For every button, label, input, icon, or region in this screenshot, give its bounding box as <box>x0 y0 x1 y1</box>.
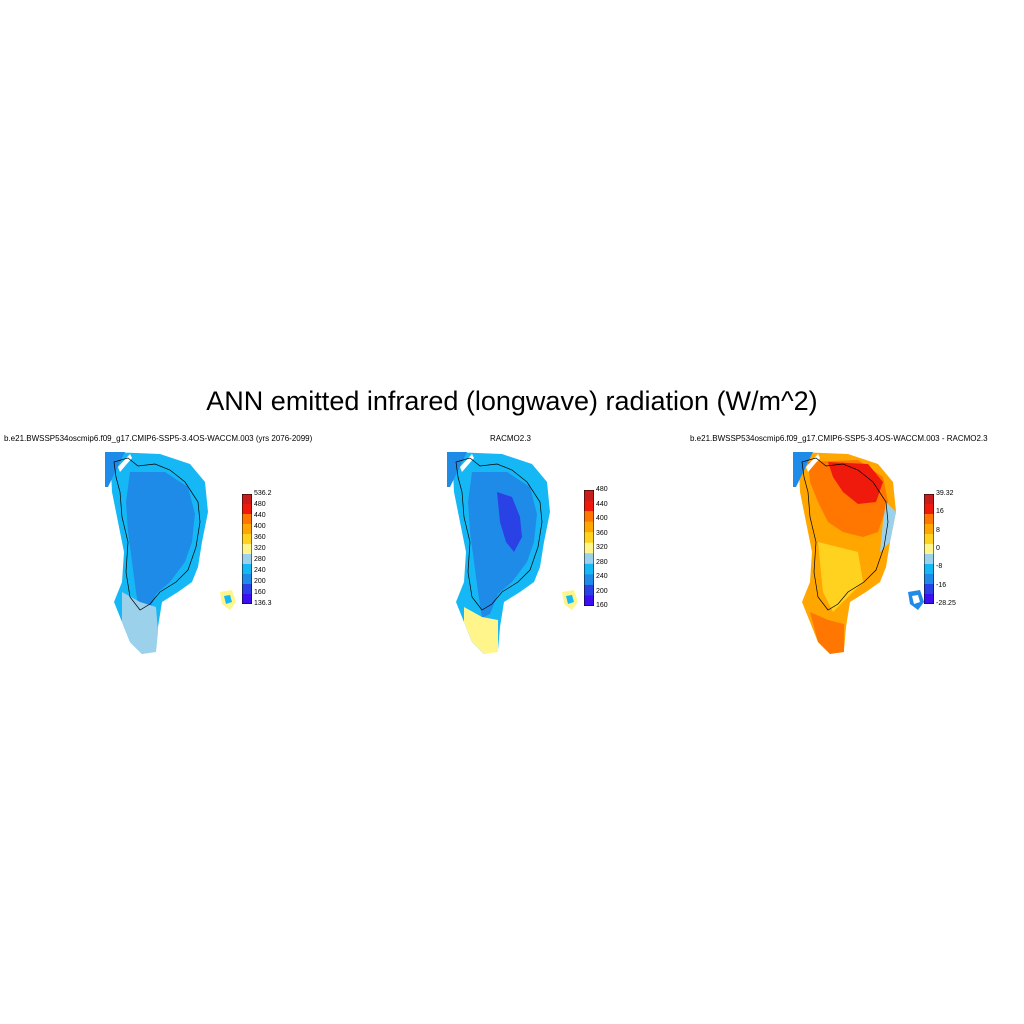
colorbar-segment <box>584 521 594 533</box>
colorbar-segment <box>924 494 934 505</box>
panel-difference: b.e21.BWSSP534oscmip6.f09_g17.CMIP6-SSP5… <box>690 434 1024 664</box>
colorbar-difference <box>924 494 934 604</box>
colorbar-tick-label: 200 <box>254 578 266 585</box>
colorbar-segment <box>584 490 594 502</box>
colorbar-tick-label: 240 <box>596 573 608 580</box>
colorbar-segment <box>242 574 252 585</box>
colorbar-segment <box>242 504 252 515</box>
colorbar-segment <box>584 574 594 586</box>
colorbar-segment <box>924 534 934 545</box>
colorbar-segment <box>584 595 594 606</box>
colorbar-tick-label: 240 <box>254 567 266 574</box>
greenland-map-difference <box>793 452 924 654</box>
colorbar-tick-label: 440 <box>596 500 608 508</box>
colorbar-segment <box>924 514 934 525</box>
colorbar-segment <box>584 553 594 565</box>
colorbar-tick-label: 136.3 <box>254 600 272 607</box>
panel-racmo: RACMO2.3 480 440 400 360 320 280 240 200 160 <box>440 434 608 664</box>
greenland-map-racmo <box>447 452 578 654</box>
colorbar-tick-label: 280 <box>254 556 266 563</box>
colorbar-racmo <box>584 490 594 606</box>
colorbar-segment <box>242 534 252 545</box>
colorbar-tick-label: 0 <box>936 545 940 552</box>
colorbar-tick-label: 400 <box>254 523 266 530</box>
colorbar-segment <box>242 554 252 565</box>
colorbar-segment <box>242 494 252 505</box>
colorbar-tick-label: 360 <box>596 529 608 537</box>
figure-title: ANN emitted infrared (longwave) radiatio… <box>206 386 818 416</box>
colorbar-segment <box>924 524 934 535</box>
panel-model: b.e21.BWSSP534oscmip6.f09_g17.CMIP6-SSP5… <box>0 434 340 664</box>
colorbar-segment <box>924 554 934 565</box>
colorbar-segment <box>584 511 594 523</box>
colorbar-tick-label: 160 <box>596 602 608 609</box>
colorbar-segment <box>924 544 934 555</box>
colorbar-tick-label: 360 <box>254 534 266 541</box>
panel-title-difference: b.e21.BWSSP534oscmip6.f09_g17.CMIP6-SSP5… <box>690 434 988 443</box>
colorbar-tick-label: 400 <box>596 515 608 522</box>
colorbar-segment <box>242 514 252 525</box>
colorbar-tick-label: -16 <box>936 581 947 589</box>
greenland-map-model <box>105 452 236 654</box>
colorbar-model <box>242 494 252 604</box>
colorbar-segment <box>924 594 934 604</box>
colorbar-segment <box>924 584 934 595</box>
panel-title-model: b.e21.BWSSP534oscmip6.f09_g17.CMIP6-SSP5… <box>4 434 313 443</box>
colorbar-segment <box>584 500 594 512</box>
colorbar-tick-label: -28.25 <box>936 600 956 607</box>
colorbar-segment <box>242 584 252 595</box>
colorbar-tick-label: 320 <box>596 544 608 551</box>
colorbar-tick-label: 320 <box>254 545 266 552</box>
colorbar-segment <box>584 542 594 554</box>
colorbar-tick-label: 16 <box>936 508 944 516</box>
colorbar-tick-label: 39.32 <box>936 490 954 497</box>
colorbar-tick-label: 440 <box>254 512 266 519</box>
colorbar-tick-label: 200 <box>596 587 608 595</box>
colorbar-segment <box>242 524 252 535</box>
colorbar-tick-label: 280 <box>596 558 608 566</box>
colorbar-segment <box>924 564 934 575</box>
colorbar-tick-label: 8 <box>936 526 940 534</box>
colorbar-segment <box>924 504 934 515</box>
colorbar-segment <box>242 594 252 604</box>
colorbar-tick-label: 480 <box>596 486 608 493</box>
colorbar-segment <box>584 584 594 596</box>
colorbar-segment <box>584 532 594 544</box>
colorbar-tick-label: 536.2 <box>254 490 272 497</box>
colorbar-segment <box>924 574 934 585</box>
colorbar-segment <box>242 544 252 555</box>
colorbar-tick-label: -8 <box>936 563 943 571</box>
colorbar-segment <box>584 563 594 575</box>
panel-title-racmo: RACMO2.3 <box>490 434 531 443</box>
colorbar-tick-label: 480 <box>254 501 266 508</box>
colorbar-segment <box>242 564 252 575</box>
colorbar-tick-label: 160 <box>254 589 266 596</box>
